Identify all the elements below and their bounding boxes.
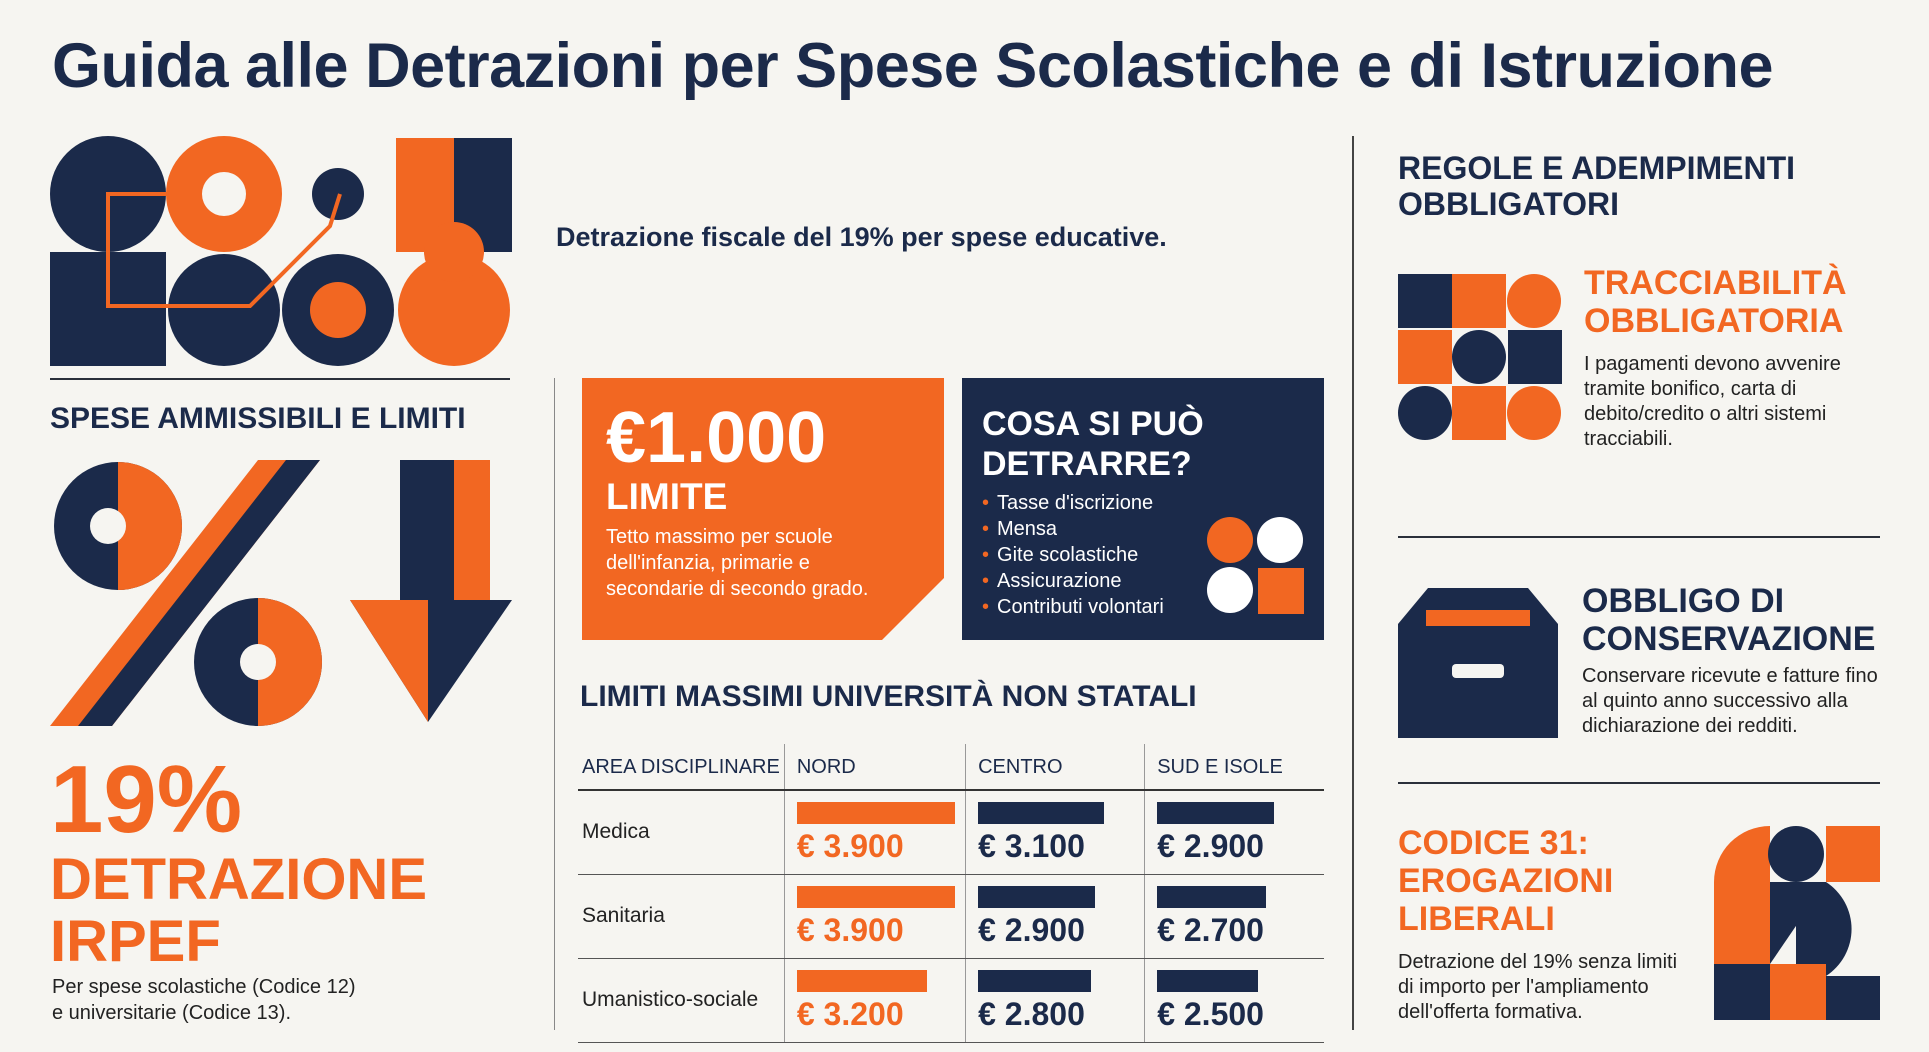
table-row: Medica € 3.900 € 3.100 € 2.900 [578,790,1324,875]
value-bar [978,970,1092,992]
code31-heading-line1: CODICE 31: [1398,824,1589,862]
limit-card: €1.000 LIMITE Tetto massimo per scuole d… [582,378,944,640]
note-line2: e universitarie (Codice 13). [52,1002,291,1024]
table-title: LIMITI MASSIMI UNIVERSITÀ NON STATALI [580,680,1197,713]
table-row: Sanitaria € 3.900 € 2.900 € 2.700 [578,874,1324,959]
value-nord: € 3.200 [796,996,904,1032]
divider-right-1 [1398,536,1880,538]
value-centro: € 2.800 [978,996,1085,1032]
value-centro: € 2.900 [978,912,1085,948]
value-sud: € 2.700 [1157,912,1264,948]
traceability-heading-line1: TRACCIABILITÀ [1584,264,1847,302]
conservation-text: Conservare ricevute e fatture fino al qu… [1582,665,1878,737]
divider-right-2 [1398,782,1880,784]
codes-note: Per spese scolastiche (Codice 12) e univ… [52,974,422,1026]
value-bar [796,802,955,825]
value-bar [978,886,1096,908]
limit-label: LIMITE [606,476,728,517]
rules-title-line1: REGOLE E ADEMPIMENTI [1398,150,1796,186]
donation-geometric-icon [1714,826,1880,1020]
table-header-row: AREA DISCIPLINARE NORD CENTRO SUD E ISOL… [578,744,1324,791]
big-label-line2: IRPEF [50,909,221,974]
value-bar [1157,886,1267,908]
conservation-heading: OBBLIGO DI CONSERVAZIONE [1582,582,1875,658]
list-item: • Gite scolastiche [982,544,1139,566]
code31-heading-line3: LIBERALI [1398,900,1555,938]
header-centro: CENTRO [965,744,1145,791]
note-line1: Per spese scolastiche (Codice 12) [52,976,356,998]
value-bar [1157,970,1259,992]
value-bar [796,970,927,992]
divider-middle-left [554,378,555,1030]
what-can-be-deducted-card: COSA SI PUÒ DETRARRE? • Tasse d'iscrizion… [962,378,1324,640]
list-item: • Contributi volontari [982,596,1164,618]
what-heading-line1: COSA SI PUÒ [982,405,1204,443]
intro-text: Detrazione fiscale del 19% per spese edu… [556,222,1167,252]
section-heading-spese: SPESE AMMISSIBILI E LIMITI [50,402,466,435]
value-bar [978,802,1105,825]
circles-squares-icon [1207,517,1304,614]
deductible-items-list: • Tasse d'iscrizione • Mensa • Gite scolast… [982,490,1164,620]
traceability-text: I pagamenti devono avvenire tramite boni… [1584,353,1841,450]
geometric-hero-art [50,136,512,366]
archive-box-icon [1398,588,1558,738]
traceability-heading-line2: OBBLIGATORIA [1584,302,1844,340]
header-area: AREA DISCIPLINARE [578,744,785,791]
big-detrazione-label: DETRAZIONE IRPEF [50,849,427,973]
list-item: • Tasse d'iscrizione [982,492,1154,514]
list-item: • Assicurazione [982,570,1122,592]
traceability-heading: TRACCIABILITÀ OBBLIGATORIA [1584,264,1847,340]
value-nord: € 3.900 [796,912,904,948]
rules-title: REGOLE E ADEMPIMENTI OBBLIGATORI [1398,150,1795,222]
what-heading-line2: DETRARRE? [982,445,1192,483]
conservation-heading-line1: OBBLIGO DI [1582,582,1785,620]
limit-amount: €1.000 [606,398,827,478]
code31-heading: CODICE 31: EROGAZIONI LIBERALI [1398,824,1613,938]
value-sud: € 2.900 [1157,828,1264,865]
card-corner-cut [882,578,944,640]
conservation-heading-line2: CONSERVAZIONE [1582,620,1876,658]
value-bar [796,886,955,908]
rules-title-line2: OBBLIGATORI [1398,186,1620,222]
list-item: • Mensa [982,518,1058,540]
big-label-line1: DETRAZIONE [50,847,427,912]
big-percent: 19% [50,746,243,853]
limit-description: Tetto massimo per scuole dell'infanzia, … [606,526,869,600]
header-sud: SUD E ISOLE [1144,744,1324,791]
divider-left-top [50,378,510,380]
page-title: Guida alle Detrazioni per Spese Scolasti… [52,31,1774,101]
header-nord: NORD [783,744,966,791]
value-bar [1157,802,1275,825]
code31-heading-line2: EROGAZIONI [1398,862,1614,900]
code31-text: Detrazione del 19% senza limiti di impor… [1398,951,1678,1023]
table-row: Umanistico-sociale € 3.200 € 2.800 € 2.5… [578,958,1324,1043]
row-area: Sanitaria [578,874,785,959]
university-limits-table: AREA DISCIPLINARE NORD CENTRO SUD E ISOL… [578,744,1324,1043]
divider-right [1352,136,1354,1030]
value-centro: € 3.100 [978,828,1085,865]
row-area: Umanistico-sociale [578,958,785,1043]
row-area: Medica [578,790,785,875]
percent-arrow-icon [50,460,512,726]
value-nord: € 3.900 [796,828,904,865]
traceability-grid-icon [1398,274,1562,440]
value-sud: € 2.500 [1157,996,1264,1032]
what-card-heading: COSA SI PUÒ DETRARRE? [982,404,1204,484]
